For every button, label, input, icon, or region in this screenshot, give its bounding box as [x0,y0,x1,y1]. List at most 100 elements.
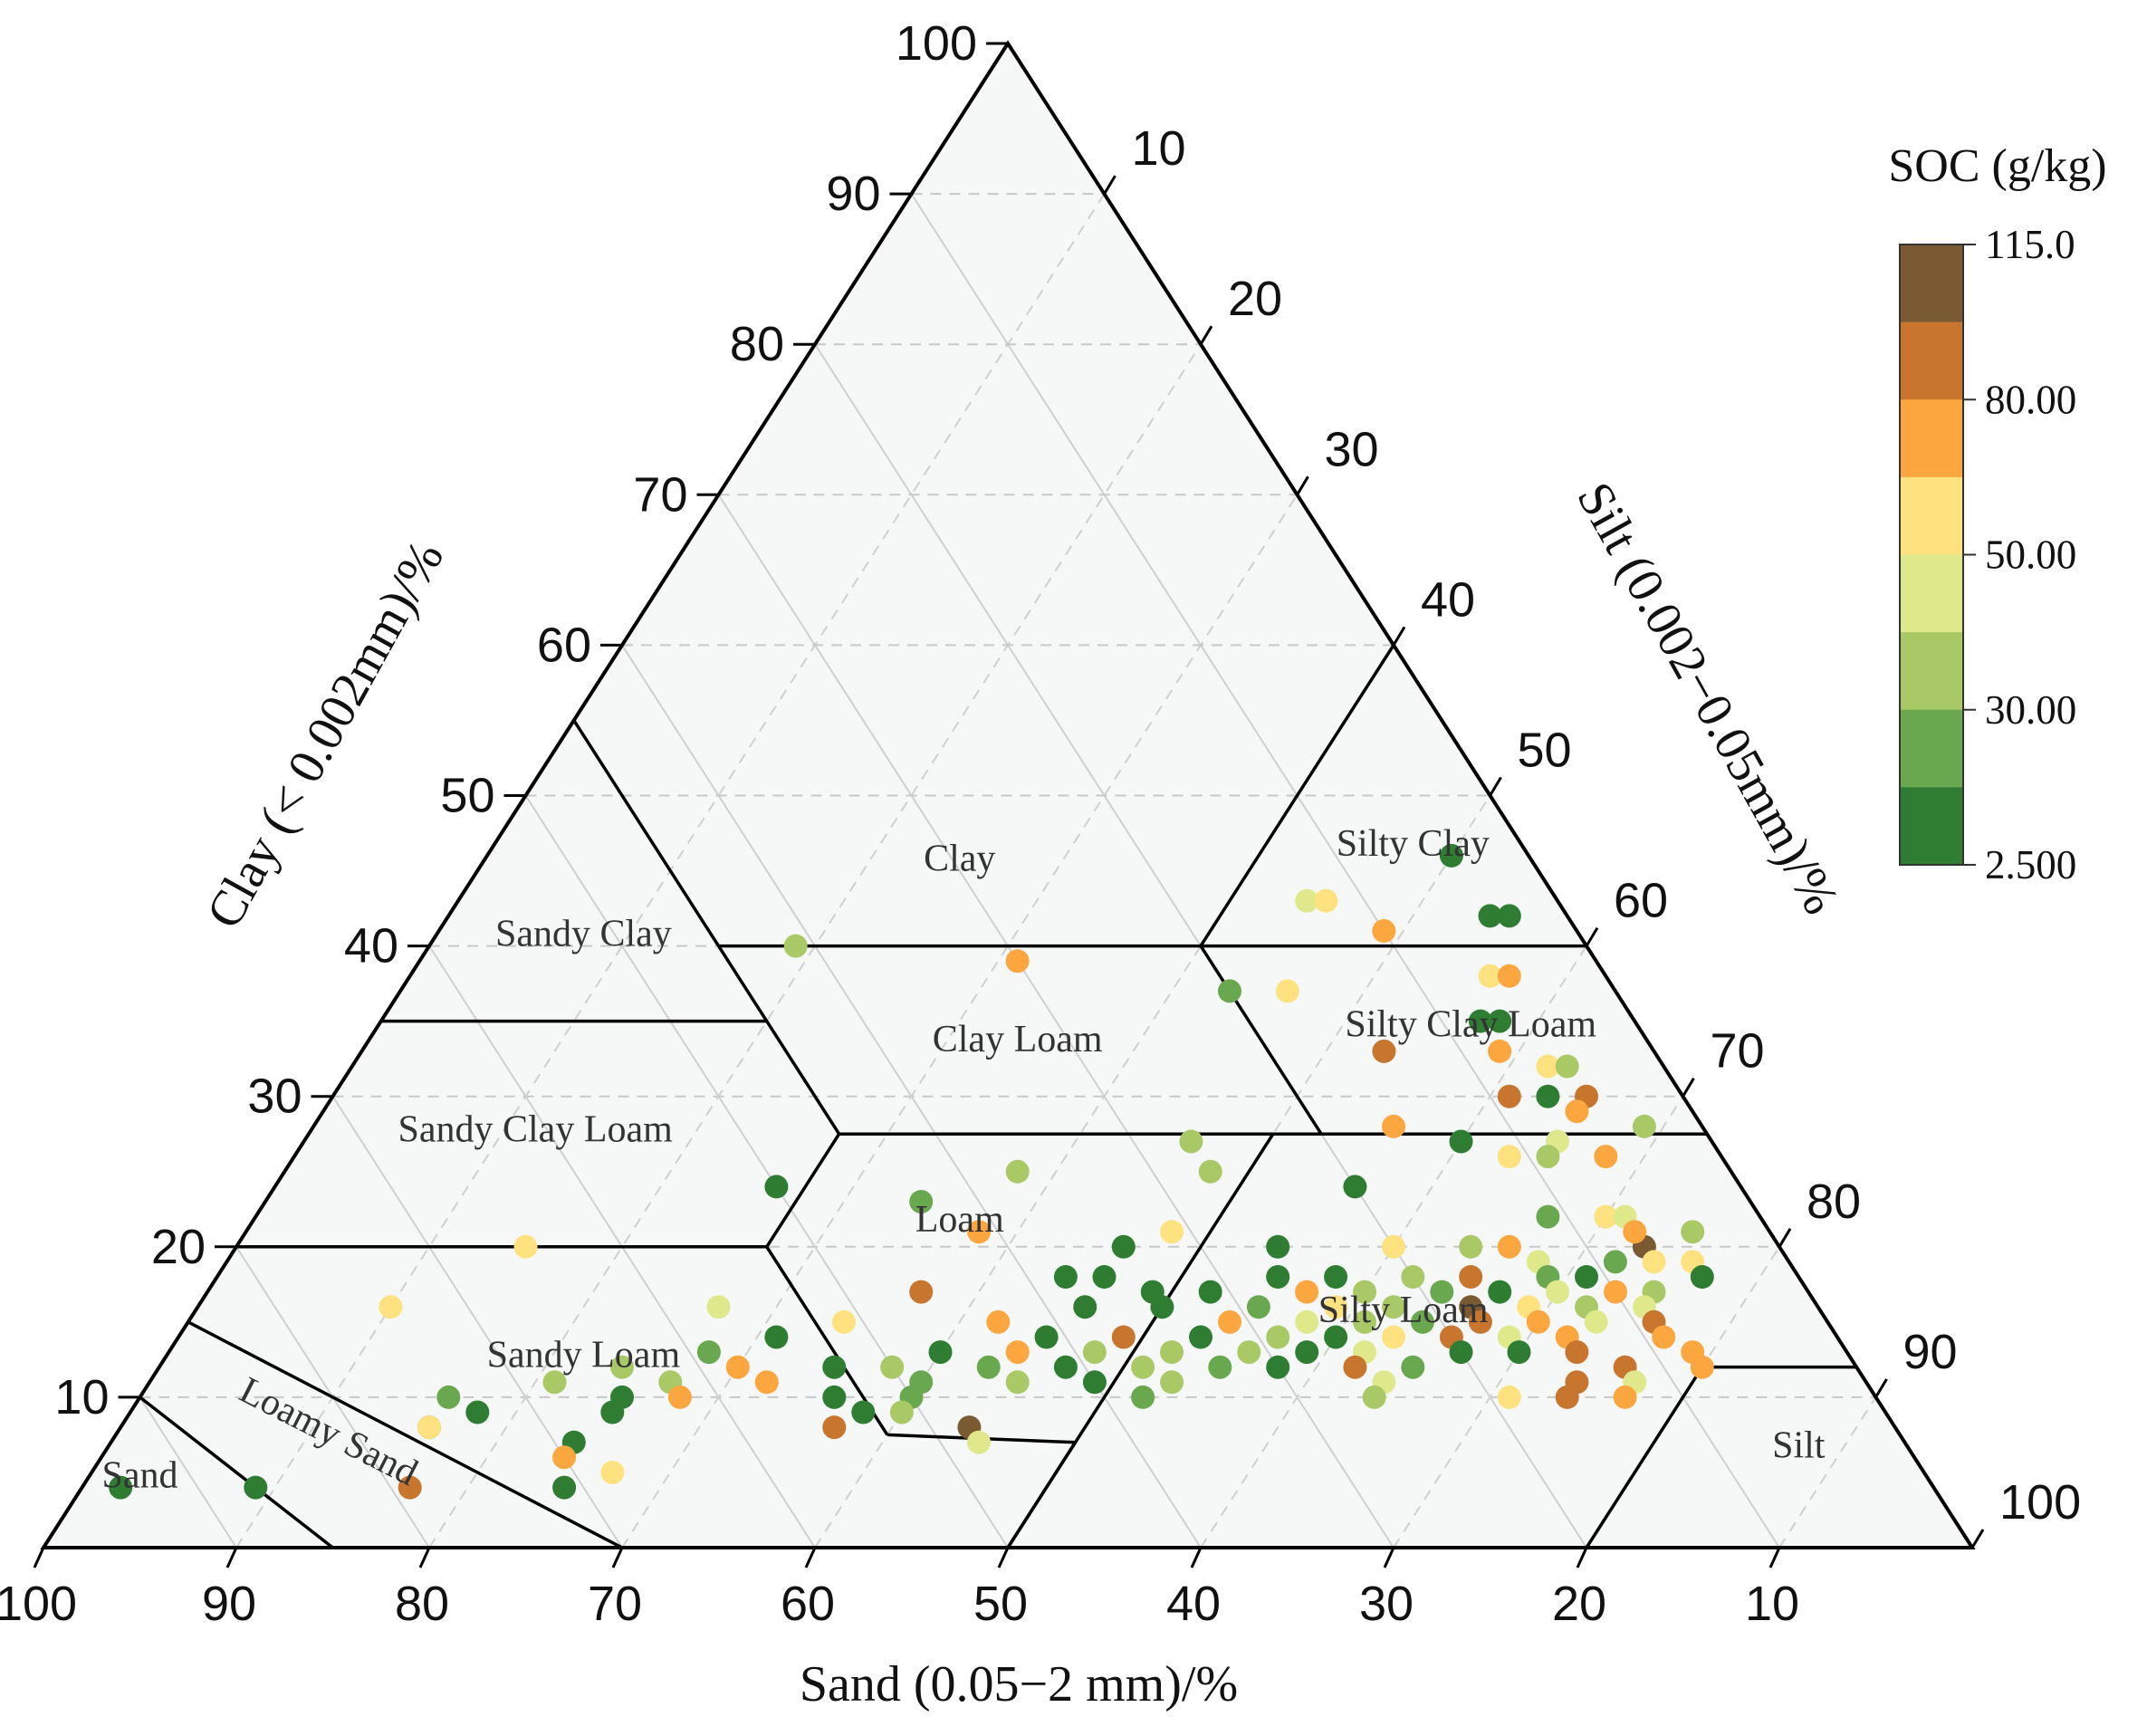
silt-tick [1585,926,1599,947]
silt-tick-label: 50 [1518,724,1572,778]
region-label-sandy-loam: Sandy Loam [487,1335,681,1376]
grid-line-sand [524,794,1009,1549]
data-point [1353,1280,1376,1304]
sand-tick-label: 80 [395,1577,449,1631]
data-point [1613,1385,1637,1409]
data-point [1034,1325,1059,1349]
sand-tick-label: 50 [973,1577,1028,1631]
silt-tick [1103,175,1117,195]
silt-tick [1296,475,1309,496]
clay-axis-title: Clay (< 0.002mm)/% [196,532,455,937]
data-point [1382,1114,1405,1138]
data-point [696,1340,721,1365]
sand-tick-label: 20 [1552,1577,1606,1631]
data-point [1468,1009,1492,1033]
region-label-sandy-clay: Sandy Clay [495,914,672,955]
sand-axis-title: Sand (0.05−2 mm)/% [800,1656,1238,1712]
sand-tick [33,1547,45,1568]
silt-tick-label: 90 [1903,1325,1958,1379]
grid-line-sand [139,1396,237,1549]
data-point [822,1385,847,1409]
colorbar-label: 2.500 [1985,842,2076,887]
data-point [1459,1234,1483,1259]
data-point [1266,1355,1290,1379]
data-point [552,1445,577,1470]
silt-tick-label: 100 [1999,1475,2081,1530]
data-point [1053,1355,1078,1379]
data-point [1497,1234,1521,1259]
data-point [1092,1265,1117,1289]
axis-ticks: 100 90 80 70 60 50 40 30 20 10 10 20 30 40 50 60 70 80 90 1… [0,16,2081,1631]
data-point [1594,1204,1618,1229]
sand-tick-label: 30 [1359,1577,1414,1631]
data-point [417,1415,441,1440]
silt-tick-label: 30 [1325,422,1379,476]
data-point [1536,1145,1560,1169]
data-point [379,1295,403,1319]
data-point [1198,1159,1222,1184]
data-point [1362,1385,1386,1409]
data-point [610,1355,634,1379]
data-point [1690,1265,1714,1289]
grid-line-sand [331,1096,623,1549]
data-point [1189,1325,1212,1349]
data-point [1632,1114,1656,1138]
data-point [465,1400,490,1424]
data-point [1497,904,1521,928]
colorbar-label: 115.0 [1985,222,2075,267]
data-point [1536,1204,1560,1229]
clay-tick-label: 80 [730,317,784,371]
class-boundary [1199,644,1395,947]
sand-tick [1190,1547,1203,1568]
data-points [109,843,1714,1500]
data-point [1150,1295,1174,1319]
data-point [1507,1340,1531,1365]
data-point [986,1309,1011,1334]
silt-tick-label: 70 [1711,1024,1765,1079]
sand-tick-label: 100 [0,1577,77,1631]
data-point [1555,1054,1579,1079]
clay-tick-label: 30 [247,1069,302,1124]
sand-tick [611,1547,624,1568]
silt-tick-label: 20 [1228,272,1282,326]
region-label-sandy-clay-loam: Sandy Clay Loam [398,1109,674,1151]
data-point [1324,1325,1348,1349]
silt-tick-label: 40 [1421,572,1475,627]
colorbar-label: 50.00 [1985,532,2076,578]
sand-tick-label: 10 [1745,1577,1799,1631]
colorbar-band [1900,476,1963,555]
data-point [244,1475,268,1500]
class-boundary [187,1320,623,1549]
data-point [1536,1084,1560,1108]
data-point [1594,1145,1618,1169]
data-point [1275,979,1299,1003]
clay-tick-label: 100 [896,16,977,71]
data-point [1082,1340,1107,1365]
silt-tick [1970,1529,1985,1549]
data-point [1382,1295,1405,1319]
data-point [1160,1370,1184,1395]
data-point [1565,1099,1589,1124]
class-boundary [572,719,720,947]
sand-tick-label: 40 [1166,1577,1221,1631]
silt-tick [1874,1378,1888,1398]
data-point [1459,1265,1483,1289]
data-point [822,1415,847,1440]
data-point [1642,1250,1666,1274]
data-point [1449,1340,1473,1365]
data-point [1160,1220,1184,1244]
data-point [600,1400,625,1424]
colorbar-title: SOC (g/kg) [1888,140,2106,192]
data-point [398,1475,422,1500]
data-point [1546,1280,1569,1304]
data-point [667,1385,692,1409]
data-point [1343,1175,1367,1199]
data-point [1218,1309,1241,1334]
data-point [552,1475,577,1500]
data-point [967,1430,991,1454]
data-point [1372,1039,1396,1063]
region-label-silty-loam: Silty Loam [1318,1290,1489,1331]
colorbar-band [1900,554,1963,633]
data-point [1497,964,1521,988]
data-point [1246,1295,1270,1319]
